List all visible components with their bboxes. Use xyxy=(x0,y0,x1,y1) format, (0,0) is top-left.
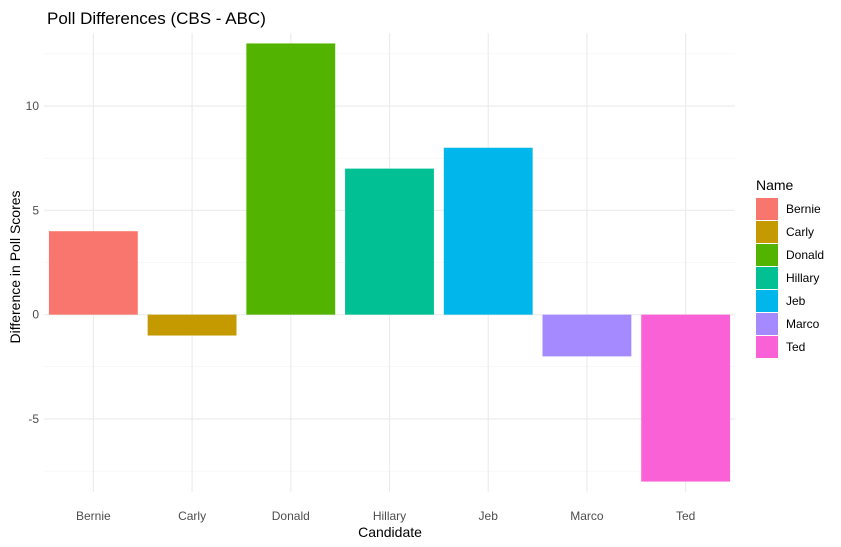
legend-key-carly xyxy=(756,221,778,243)
legend-label: Jeb xyxy=(786,294,806,308)
bar-donald xyxy=(246,43,336,315)
legend-label: Hillary xyxy=(786,271,819,285)
legend-label: Marco xyxy=(786,317,820,331)
legend-key-hillary xyxy=(756,267,778,289)
x-tick-label: Marco xyxy=(570,509,604,523)
legend-key-donald xyxy=(756,244,778,266)
bar-bernie xyxy=(48,231,138,315)
y-tick-label: -5 xyxy=(28,412,39,426)
x-tick-label: Donald xyxy=(272,509,310,523)
legend-key-ted xyxy=(756,336,778,358)
bar-hillary xyxy=(345,168,434,315)
bars xyxy=(48,43,731,482)
legend-label: Bernie xyxy=(786,202,821,216)
legend-key-marco xyxy=(756,313,778,335)
y-axis-ticks: -5 0 5 10 xyxy=(26,99,40,426)
bar-carly xyxy=(147,314,237,336)
legend-key-jeb xyxy=(756,290,778,312)
y-axis-title: Difference in Poll Scores xyxy=(7,190,23,343)
x-tick-label: Carly xyxy=(178,509,206,523)
y-tick-label: 10 xyxy=(26,99,40,113)
legend-title: Name xyxy=(756,177,794,193)
legend-label: Ted xyxy=(786,340,805,354)
x-tick-label: Bernie xyxy=(76,509,111,523)
legend-label: Donald xyxy=(786,248,824,262)
x-tick-label: Jeb xyxy=(479,509,499,523)
chart-title: Poll Differences (CBS - ABC) xyxy=(47,9,266,28)
legend: Name Bernie Carly Donald Hillary Jeb Marco Ted xyxy=(756,177,824,358)
x-axis-ticks: Bernie Carly Donald Hillary Jeb Marco Ted xyxy=(76,509,695,523)
x-tick-label: Hillary xyxy=(373,509,406,523)
bar-marco xyxy=(542,314,632,357)
x-axis-title: Candidate xyxy=(358,524,422,540)
legend-key-bernie xyxy=(756,198,778,220)
bar-ted xyxy=(641,314,731,482)
legend-label: Carly xyxy=(786,225,814,239)
x-tick-label: Ted xyxy=(676,509,695,523)
y-tick-label: 0 xyxy=(32,308,39,322)
y-tick-label: 5 xyxy=(32,203,39,217)
bar-jeb xyxy=(443,147,533,315)
